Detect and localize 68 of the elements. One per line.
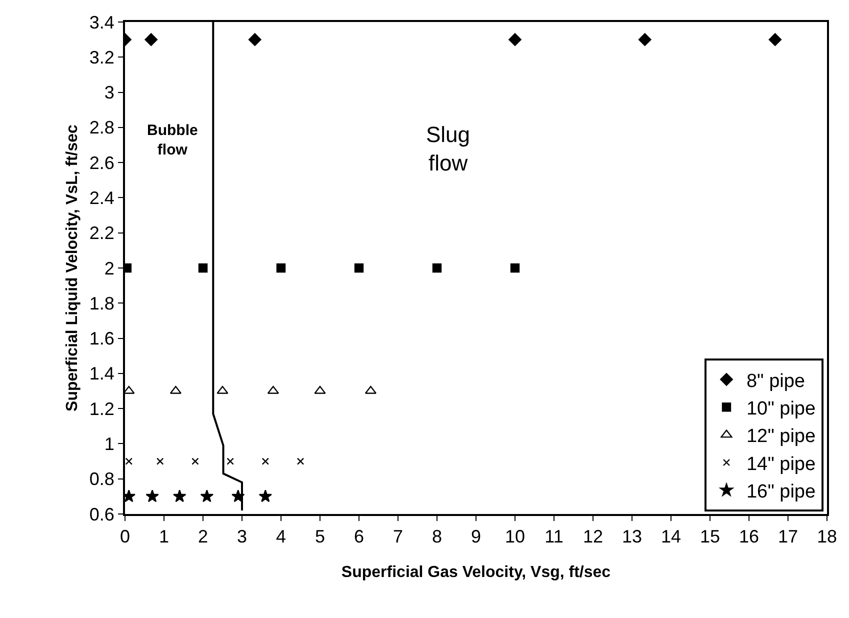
y-tick-label: 2.6: [89, 152, 114, 173]
point: [267, 386, 279, 394]
x-tick-label: 1: [158, 526, 170, 547]
annotation: Bubble flow: [147, 122, 198, 158]
point: [170, 386, 182, 394]
legend-label: 8" pipe: [746, 370, 806, 392]
point: [432, 263, 442, 273]
y-tick-label: 1.6: [89, 328, 114, 349]
y-tick-label: 0.8: [89, 469, 114, 490]
point: [248, 33, 262, 46]
point: [156, 458, 164, 465]
x-axis-title: Superficial Gas Velocity, Vsg, ft/sec: [341, 564, 611, 581]
point: [125, 458, 132, 465]
point: [638, 33, 652, 46]
point: [258, 490, 272, 502]
point: [216, 386, 228, 394]
y-tick-label: 1.4: [89, 364, 114, 384]
x-tick-label: 15: [700, 526, 720, 547]
point: [262, 458, 269, 465]
x-tick-label: 3: [236, 526, 248, 547]
y-tick-label: 2.4: [89, 188, 114, 208]
x-tick-label: 13: [622, 526, 642, 547]
x-tick-label: 17: [778, 526, 798, 547]
y-tick-label: 2.2: [89, 223, 114, 244]
annotation: Slug flow: [426, 122, 470, 176]
x-tick-label: 16: [738, 526, 760, 547]
x-tick-label: 18: [816, 526, 838, 547]
point: [314, 386, 326, 394]
y-tick-label: 2.8: [89, 118, 114, 138]
legend-label: 10" pipe: [746, 398, 816, 420]
x-tick-label: 7: [392, 526, 404, 547]
x-tick-label: 5: [314, 526, 326, 547]
point: [296, 458, 304, 465]
legend-label: 14" pipe: [746, 454, 816, 475]
x-tick-label: 8: [432, 526, 442, 547]
point: [354, 263, 364, 273]
legend-label: 12" pipe: [746, 426, 816, 448]
point: [173, 490, 186, 502]
point: [226, 458, 234, 465]
point: [768, 33, 782, 46]
x-tick-label: 14: [660, 526, 682, 547]
point: [276, 263, 286, 273]
y-tick-label: 1.8: [89, 293, 114, 314]
x-tick-label: 12: [582, 526, 604, 547]
y-tick-label: 1.2: [89, 398, 114, 419]
legend-label: 16" pipe: [746, 482, 816, 503]
x-tick-label: 2: [198, 526, 208, 547]
point: [364, 386, 376, 394]
y-tick-label: 0.6: [89, 504, 114, 524]
point: [144, 33, 158, 46]
x-tick-label: 9: [470, 526, 482, 547]
x-tick-label: 11: [544, 526, 564, 547]
x-tick-label: 6: [354, 526, 364, 547]
point: [198, 263, 208, 273]
point: [192, 458, 199, 465]
point: [146, 490, 159, 502]
x-tick-label: 10: [504, 526, 526, 547]
point: [510, 263, 520, 273]
y-tick-label: 3.2: [89, 47, 114, 68]
point: [508, 33, 522, 46]
y-tick-label: 1: [104, 434, 114, 454]
x-tick-label: 0: [120, 526, 130, 547]
y-axis-title: Superficial Liquid Velocity, VsL, ft/sec: [64, 124, 81, 412]
x-tick-label: 4: [276, 526, 286, 547]
y-tick-label: 3: [104, 82, 114, 103]
y-tick-label: 2: [104, 258, 114, 278]
y-tick-label: 3.4: [89, 12, 114, 32]
point: [200, 490, 214, 502]
